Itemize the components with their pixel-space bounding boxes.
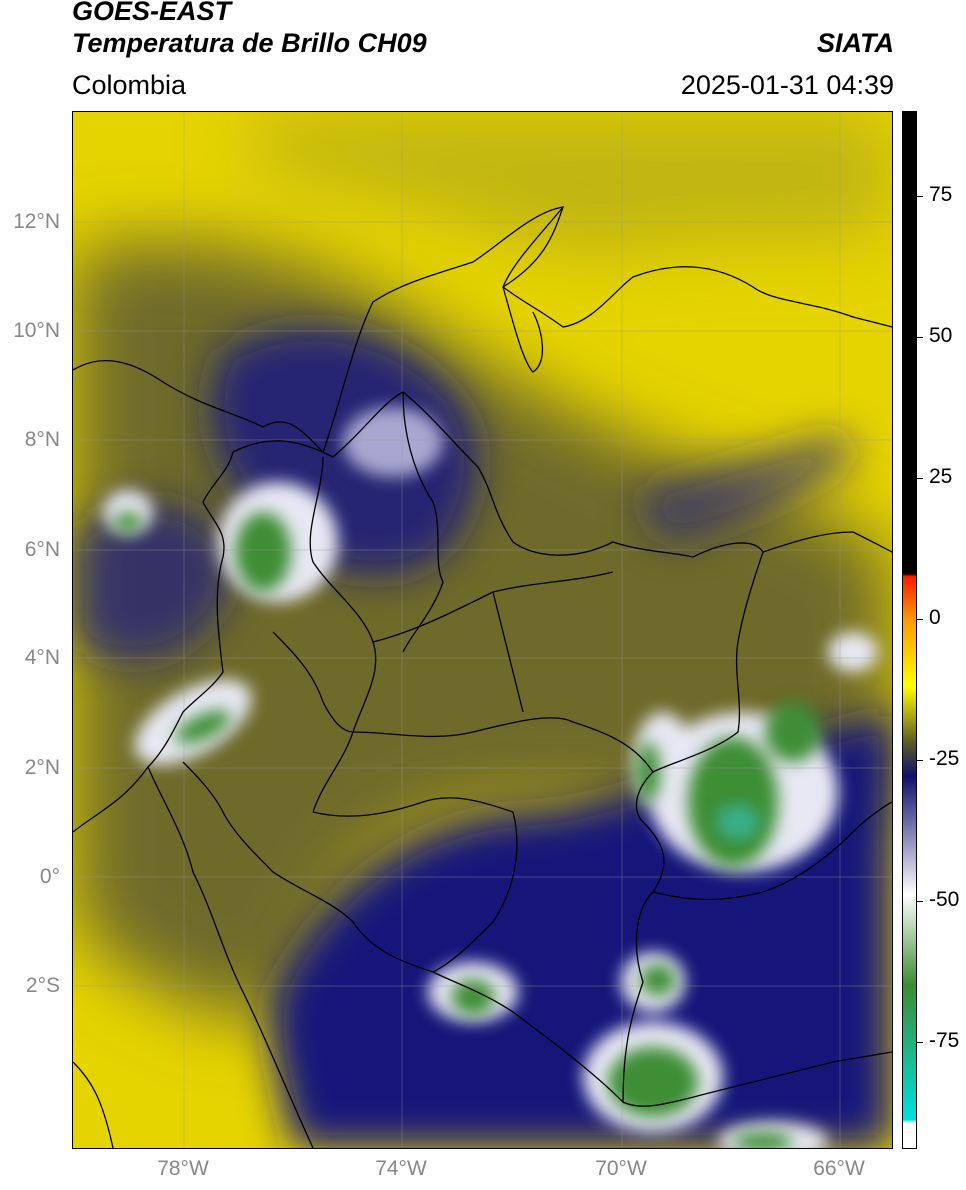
- colorbar-tick: [917, 336, 923, 338]
- lat-label-6n: 6°N: [24, 538, 60, 561]
- lon-label-70w: 70°W: [595, 1157, 647, 1180]
- lat-label-4n: 4°N: [24, 646, 60, 669]
- region-label: Colombia: [72, 70, 187, 100]
- gridlines: [73, 112, 892, 1148]
- lat-label-8n: 8°N: [24, 428, 60, 451]
- lat-label-12n: 12°N: [13, 210, 60, 233]
- colorbar-tick-label: 25: [929, 464, 953, 488]
- lon-label-66w: 66°W: [813, 1157, 865, 1180]
- colorbar-tick: [917, 477, 923, 479]
- colorbar-tick-label: -50: [929, 887, 960, 911]
- lon-label-74w: 74°W: [375, 1157, 427, 1180]
- colorbar-tick-label: 75: [929, 182, 953, 206]
- satellite-map: [72, 111, 893, 1149]
- product-title: Temperatura de Brillo CH09: [72, 28, 427, 58]
- colorbar-tick-label: -25: [929, 746, 960, 770]
- colorbar-tick: [917, 900, 923, 902]
- lat-label-2s: 2°S: [25, 974, 60, 997]
- lat-label-0: 0°: [39, 865, 60, 888]
- lat-label-10n: 10°N: [13, 319, 60, 342]
- datetime-label: 2025-01-31 04:39: [680, 70, 894, 100]
- colorbar-tick: [917, 618, 923, 620]
- colorbar-tick-label: -75: [929, 1028, 960, 1052]
- lon-label-78w: 78°W: [157, 1157, 209, 1180]
- lat-label-2n: 2°N: [24, 756, 60, 779]
- satellite-title: GOES-EAST: [72, 0, 232, 26]
- colorbar-tick: [917, 195, 923, 197]
- colorbar-tick-label: 0: [929, 605, 941, 629]
- colorbar-tick-label: 50: [929, 323, 953, 347]
- coastline-borders: [73, 206, 892, 1148]
- agency-label: SIATA: [817, 28, 894, 58]
- cloud-core-green-1: [235, 512, 291, 592]
- colorbar: [902, 111, 917, 1149]
- colorbar-tick: [917, 759, 923, 761]
- colorbar-tick: [917, 1041, 923, 1043]
